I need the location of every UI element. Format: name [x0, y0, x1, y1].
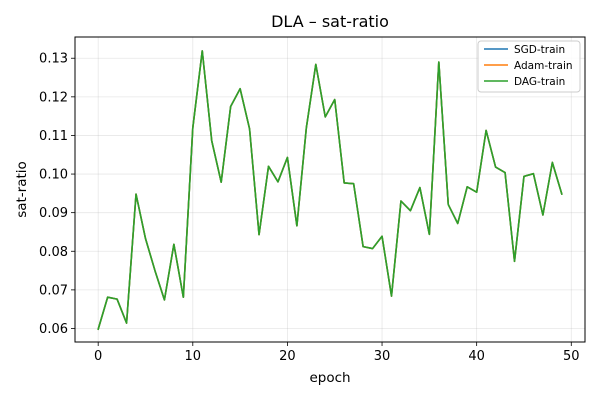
legend-label: SGD-train: [514, 44, 565, 56]
y-tick-label: 0.08: [39, 245, 68, 260]
grid-lines: [75, 37, 585, 342]
x-tick-label: 10: [185, 349, 202, 364]
y-tick-label: 0.10: [39, 168, 68, 183]
series-line-dag-train: [97, 50, 563, 331]
y-tick-label: 0.13: [39, 52, 68, 67]
legend-label: DAG-train: [514, 76, 565, 88]
legend-box: [477, 40, 581, 93]
y-tick-label: 0.11: [39, 129, 68, 144]
y-axis: 0.06 0.07 0.08 0.09 0.10 0.11 0.12 0.13: [39, 52, 75, 337]
legend-label: Adam-train: [514, 60, 573, 72]
y-axis-label: sat-ratio: [14, 161, 30, 218]
y-tick-label: 0.07: [39, 283, 68, 298]
x-tick-label: 40: [468, 349, 485, 364]
plot-area-frame: [74, 36, 586, 343]
y-tick-label: 0.06: [39, 322, 68, 337]
y-tick-label: 0.09: [39, 206, 68, 221]
y-tick-label: 0.12: [39, 90, 68, 105]
x-axis-label: epoch: [309, 370, 350, 386]
x-tick-label: 30: [374, 349, 391, 364]
x-tick-label: 50: [563, 349, 580, 364]
x-tick-label: 0: [94, 349, 102, 364]
x-axis: 0 10 20 30 40 50: [94, 342, 580, 364]
x-tick-label: 20: [279, 349, 296, 364]
legend: SGD-train Adam-train DAG-train: [477, 40, 581, 93]
series-lines: [97, 50, 563, 331]
chart-title: DLA – sat-ratio: [271, 12, 389, 31]
